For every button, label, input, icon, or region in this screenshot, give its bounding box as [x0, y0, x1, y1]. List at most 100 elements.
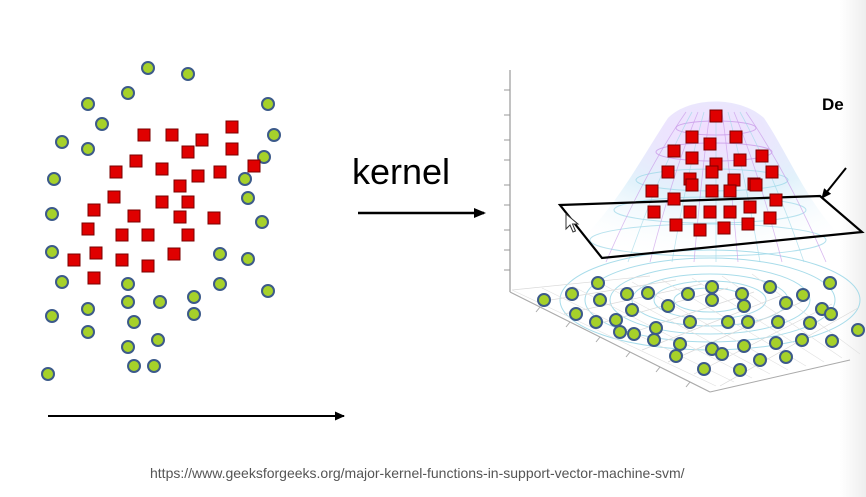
green-circle-icon: [46, 208, 58, 220]
red-square-icon: [82, 223, 94, 235]
green-circle-icon: [122, 278, 134, 290]
green-circle-icon: [824, 277, 836, 289]
red-square-icon: [174, 211, 186, 223]
red-square-icon: [182, 229, 194, 241]
red-square-icon: [662, 166, 674, 178]
feature-space-3d-plot: De: [504, 70, 864, 392]
input-space-plot: [42, 62, 344, 416]
green-circle-icon: [706, 294, 718, 306]
red-square-icon: [208, 212, 220, 224]
green-circle-icon: [96, 118, 108, 130]
green-circle-icon: [46, 310, 58, 322]
red-square-icon: [686, 179, 698, 191]
red-square-icon: [668, 193, 680, 205]
red-square-icon: [88, 204, 100, 216]
red-square-icon: [142, 260, 154, 272]
red-square-icon: [750, 179, 762, 191]
green-circle-icon: [804, 317, 816, 329]
red-square-icon: [648, 206, 660, 218]
green-circle-icon: [734, 364, 746, 376]
red-square-icon: [142, 229, 154, 241]
green-circle-icon: [852, 324, 864, 336]
red-square-icon: [670, 219, 682, 231]
red-square-icon: [226, 121, 238, 133]
red-square-icon: [182, 146, 194, 158]
green-circle-icon: [670, 350, 682, 362]
red-square-icon: [248, 160, 260, 172]
red-square-icon: [770, 194, 782, 206]
red-square-icon: [728, 174, 740, 186]
red-square-icon: [156, 163, 168, 175]
green-circle-icon: [148, 360, 160, 372]
red-square-icon: [766, 166, 778, 178]
green-circle-icon: [46, 246, 58, 258]
red-square-icon: [116, 254, 128, 266]
cropped-label: De: [822, 95, 844, 114]
green-circle-icon: [648, 334, 660, 346]
green-circle-icon: [188, 308, 200, 320]
red-square-icon: [704, 206, 716, 218]
red-square-icon: [128, 210, 140, 222]
red-square-icon: [110, 166, 122, 178]
green-circle-icon: [684, 316, 696, 328]
green-circle-icon: [770, 337, 782, 349]
green-circle-icon: [716, 348, 728, 360]
green-circle-icon: [82, 143, 94, 155]
green-circle-icon: [122, 341, 134, 353]
green-circle-icon: [772, 316, 784, 328]
green-circle-icon: [566, 288, 578, 300]
red-square-icon: [756, 150, 768, 162]
green-circle-icon: [242, 192, 254, 204]
green-circle-icon: [142, 62, 154, 74]
green-circle-icon: [152, 334, 164, 346]
red-square-icon: [686, 131, 698, 143]
red-square-icon: [684, 206, 696, 218]
green-circle-icon: [182, 68, 194, 80]
green-circle-icon: [621, 288, 633, 300]
label-pointer-arrow: [822, 168, 846, 198]
green-circle-icon: [242, 253, 254, 265]
green-circle-icon: [650, 322, 662, 334]
red-square-icon: [744, 201, 756, 213]
source-url: https://www.geeksforgeeks.org/major-kern…: [150, 465, 685, 481]
red-square-icon: [108, 191, 120, 203]
red-square-icon: [116, 229, 128, 241]
red-square-icon: [724, 206, 736, 218]
green-circle-icon: [754, 354, 766, 366]
red-square-icon: [166, 129, 178, 141]
green-circle-icon: [122, 87, 134, 99]
green-circle-icon: [706, 281, 718, 293]
red-square-icon: [668, 145, 680, 157]
green-circle-icon: [188, 291, 200, 303]
green-circle-icon: [82, 98, 94, 110]
green-circle-icon: [626, 304, 638, 316]
red-square-icon: [174, 180, 186, 192]
red-square-icon: [704, 138, 716, 150]
red-square-icon: [724, 185, 736, 197]
red-square-icon: [706, 166, 718, 178]
green-circle-icon: [42, 368, 54, 380]
green-circle-icon: [682, 288, 694, 300]
kernel-mapping-arrow: kernel: [352, 151, 484, 213]
red-square-icon: [718, 222, 730, 234]
green-circle-icon: [614, 326, 626, 338]
red-square-icon: [68, 254, 80, 266]
red-square-icon: [192, 170, 204, 182]
green-circle-icon: [764, 281, 776, 293]
green-circle-icon: [797, 289, 809, 301]
green-circle-icon: [82, 326, 94, 338]
green-circle-icon: [154, 296, 166, 308]
green-circle-icon: [825, 308, 837, 320]
green-circle-icon: [826, 335, 838, 347]
green-circle-icon: [738, 340, 750, 352]
green-circle-icon: [662, 300, 674, 312]
red-square-icon: [742, 218, 754, 230]
green-circle-icon: [538, 294, 550, 306]
red-square-icon: [706, 185, 718, 197]
green-circle-icon: [214, 278, 226, 290]
red-square-icon: [686, 152, 698, 164]
green-circle-icon: [628, 328, 640, 340]
kernel-label: kernel: [352, 151, 450, 192]
red-square-icon: [88, 272, 100, 284]
